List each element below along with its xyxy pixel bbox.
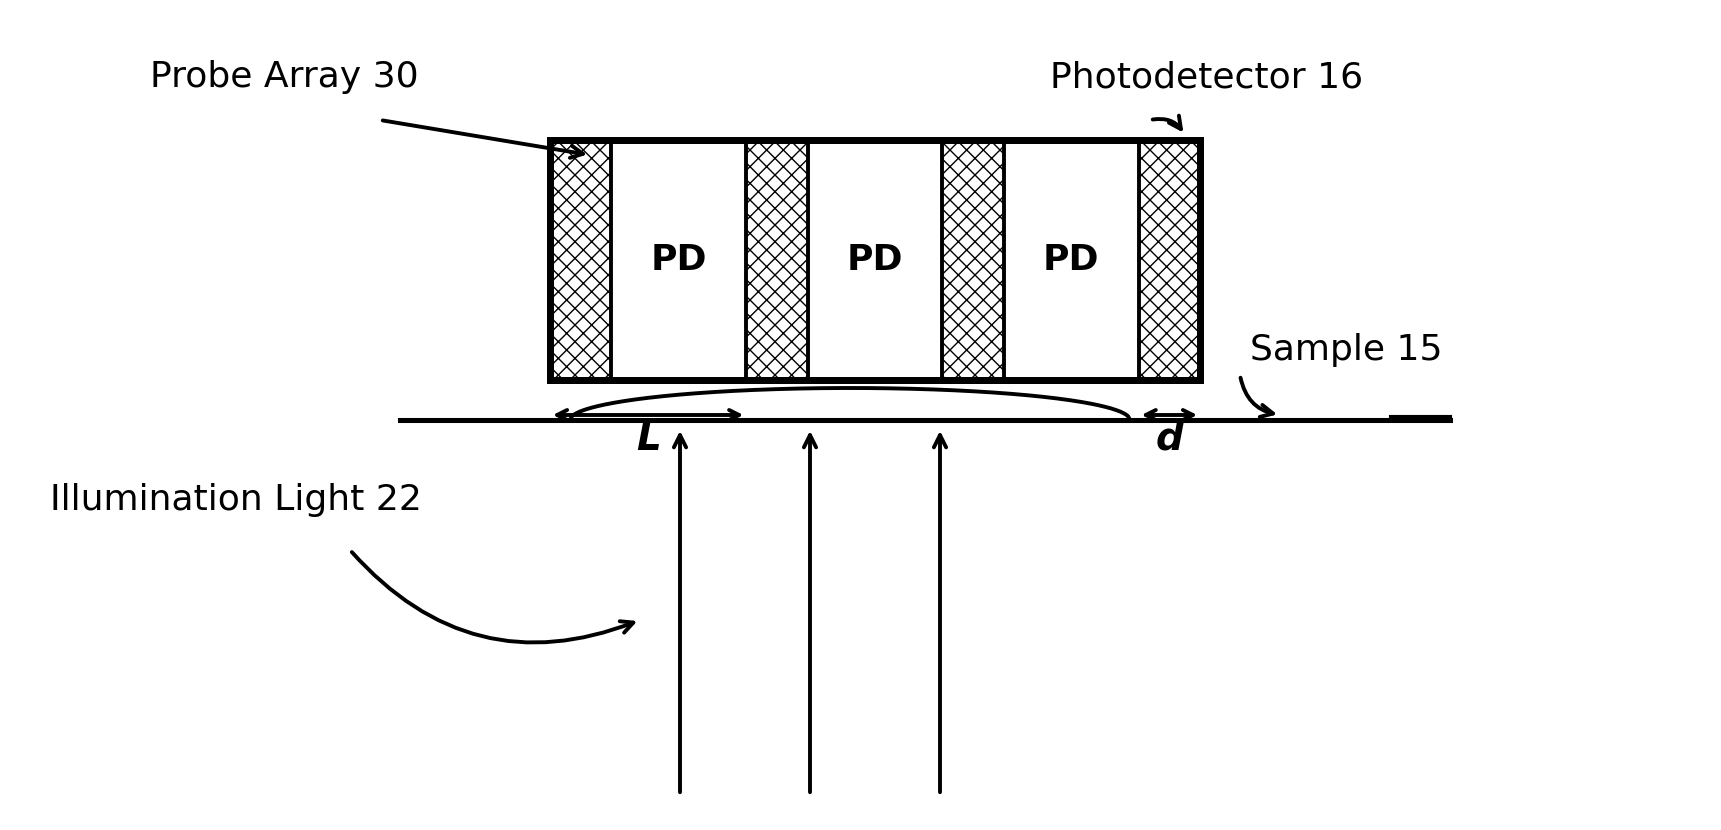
Text: PD: PD xyxy=(651,243,707,277)
Text: Sample 15: Sample 15 xyxy=(1249,333,1442,367)
Text: L: L xyxy=(635,420,661,458)
Text: Probe Array 30: Probe Array 30 xyxy=(150,60,418,94)
Bar xyxy=(943,140,1003,380)
Text: Photodetector 16: Photodetector 16 xyxy=(1050,60,1363,94)
Bar xyxy=(551,140,1200,380)
Bar xyxy=(1139,140,1200,380)
Text: d: d xyxy=(1155,420,1184,458)
Text: PD: PD xyxy=(1043,243,1100,277)
Text: PD: PD xyxy=(847,243,904,277)
Bar xyxy=(551,140,1200,380)
Bar xyxy=(551,140,611,380)
Bar xyxy=(747,140,807,380)
Text: Illumination Light 22: Illumination Light 22 xyxy=(50,483,422,517)
